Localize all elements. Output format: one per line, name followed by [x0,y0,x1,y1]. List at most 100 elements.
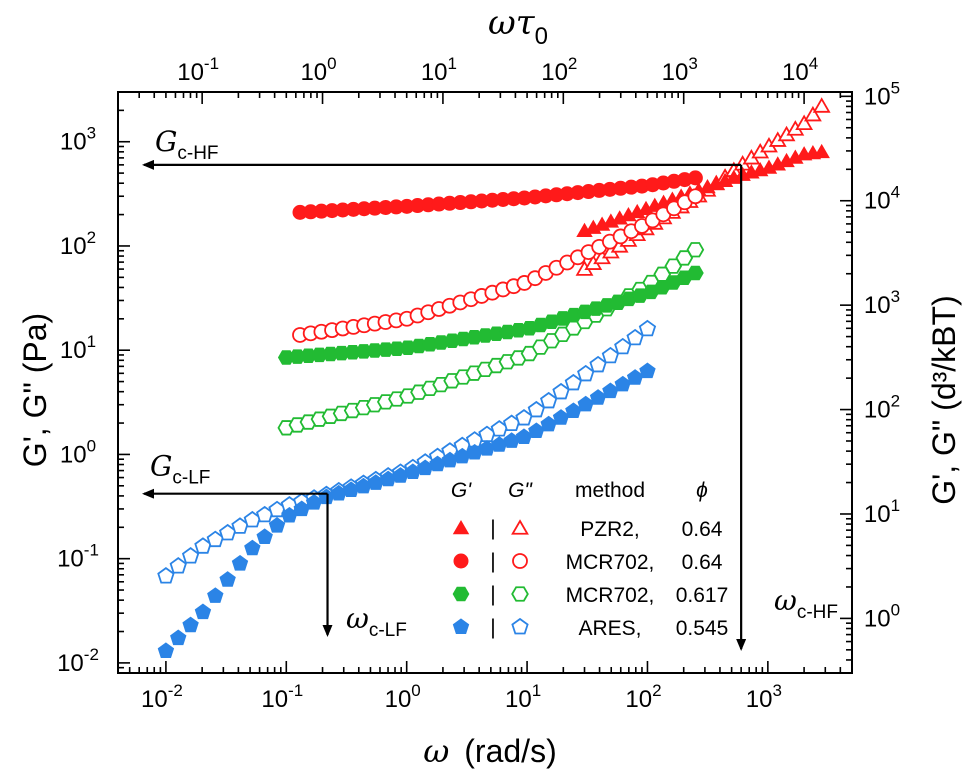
legend-separator: | [490,616,495,639]
point-ares-loss [181,547,200,564]
y2-tick-label: 103 [864,287,900,319]
tick-marks [117,91,853,674]
x-tick-label: 100 [385,681,421,713]
point-ares-loss [614,337,632,355]
legend: G' G" method ϕ | PZR2, 0.64 | MCR702, 0.64 | MCR702… [451,479,728,640]
legend-phi: 0.64 [682,518,723,541]
legend-phi: 0.64 [682,551,723,574]
plot-border [117,91,853,674]
x-tick-label: 10-2 [141,681,183,713]
x2-tick-label: 103 [662,54,698,86]
legend-marker-storage [452,618,470,634]
point-ares-storage [268,517,286,533]
point-ares-storage [194,603,212,620]
y2-tick-label: 104 [864,183,900,215]
legend-method: PZR2, [580,518,640,541]
point-mcr0617-storage [388,341,406,357]
point-mcr0617-storage [333,345,350,361]
series-mcr064 [292,170,704,343]
plot-frame [117,91,853,674]
point-ares-storage [170,629,187,646]
point-ares-loss [626,328,644,346]
point-ares-storage [256,528,273,544]
legend-marker-storage [453,553,469,569]
y-axis-label: G', G" (Pa) [17,313,53,467]
legend-marker-loss [511,519,529,535]
point-ares-loss [540,391,558,409]
point-mcr064-storage [687,170,703,186]
point-ares-storage [182,616,199,633]
point-mcr064-loss [687,188,704,205]
legend-header-loss: G" [508,479,533,502]
point-ares-loss [157,567,175,584]
point-mcr0617-storage [288,349,306,364]
gc-hf-label: Gc-HF [155,125,219,164]
legend-header-method: method [575,479,645,502]
legend-separator: | [490,583,495,606]
point-mcr0617-storage [322,346,339,362]
y-tick-label: 103 [60,124,96,156]
point-pzr2-loss [803,105,822,122]
legend-marker-storage [452,519,470,535]
x2-tick-label: 10-1 [177,54,219,86]
y2-axis-label: G', G" (d³/kBT) [926,295,962,504]
point-mcr0617-storage [311,347,328,363]
legend-marker-storage [452,586,470,602]
legend-marker-loss [512,553,528,569]
x2-tick-label: 104 [782,54,818,86]
y-tick-label: 102 [60,228,96,260]
x-tick-label: 102 [625,681,661,713]
point-ares-storage [244,539,261,556]
y-tick-label: 101 [60,332,96,364]
critical-annotations: Gc-HF Gc-LF ωc-HF ωc-LF [142,125,838,651]
legend-method: ARES, [578,617,641,640]
gc-lf-label: Gc-LF [150,450,210,489]
point-mcr0617-storage [277,350,295,365]
legend-header-phi: ϕ [696,479,708,502]
x2-tick-label: 102 [541,54,577,86]
y-tick-label: 100 [60,436,96,468]
y2-tick-label: 100 [864,600,900,632]
point-ares-loss [601,346,620,364]
y2-tick-label: 102 [864,392,900,424]
point-mcr0617-storage [355,344,373,359]
legend-phi: 0.617 [676,584,729,607]
y2-tick-label: 105 [864,78,900,110]
x-tick-label: 10-1 [261,681,303,713]
y2-tick-label: 101 [864,496,900,528]
legend-marker-loss [511,586,529,602]
point-ares-loss [577,364,595,382]
legend-header-storage: G' [451,479,472,502]
x2-tick-label: 101 [421,54,457,86]
data-series [157,97,831,658]
point-mcr0617-loss [686,242,705,258]
legend-separator: | [490,517,495,540]
point-pzr2-storage [813,143,830,159]
point-ares-loss [552,382,570,400]
point-ares-storage [207,587,224,603]
point-ares-storage [219,571,236,587]
point-ares-storage [157,642,175,658]
point-ares-storage [231,554,249,571]
point-ares-loss [515,408,533,426]
point-ares-loss [169,557,187,574]
x-tick-label: 101 [505,681,541,713]
legend-phi: 0.545 [676,617,729,640]
point-pzr2-loss [795,114,814,131]
point-mcr0617-storage [344,345,362,360]
x-tick-label: 103 [746,681,782,713]
x-axis-label: ω (rad/s) [423,732,556,770]
point-mcr0617-storage [377,342,395,357]
point-ares-storage [639,362,656,379]
series-mcr0617 [277,242,705,436]
point-pzr2-loss [812,97,831,113]
omega-c-lf-label: ωc-LF [346,602,407,641]
omega-c-hf-label: ωc-HF [774,584,838,623]
x2-tick-label: 100 [300,54,336,86]
legend-separator: | [490,550,495,573]
point-mcr0617-storage [686,265,704,281]
point-mcr0617-storage [366,343,384,358]
top-axis-label: ωτ0 [488,3,548,50]
legend-method: MCR702, [566,551,655,574]
